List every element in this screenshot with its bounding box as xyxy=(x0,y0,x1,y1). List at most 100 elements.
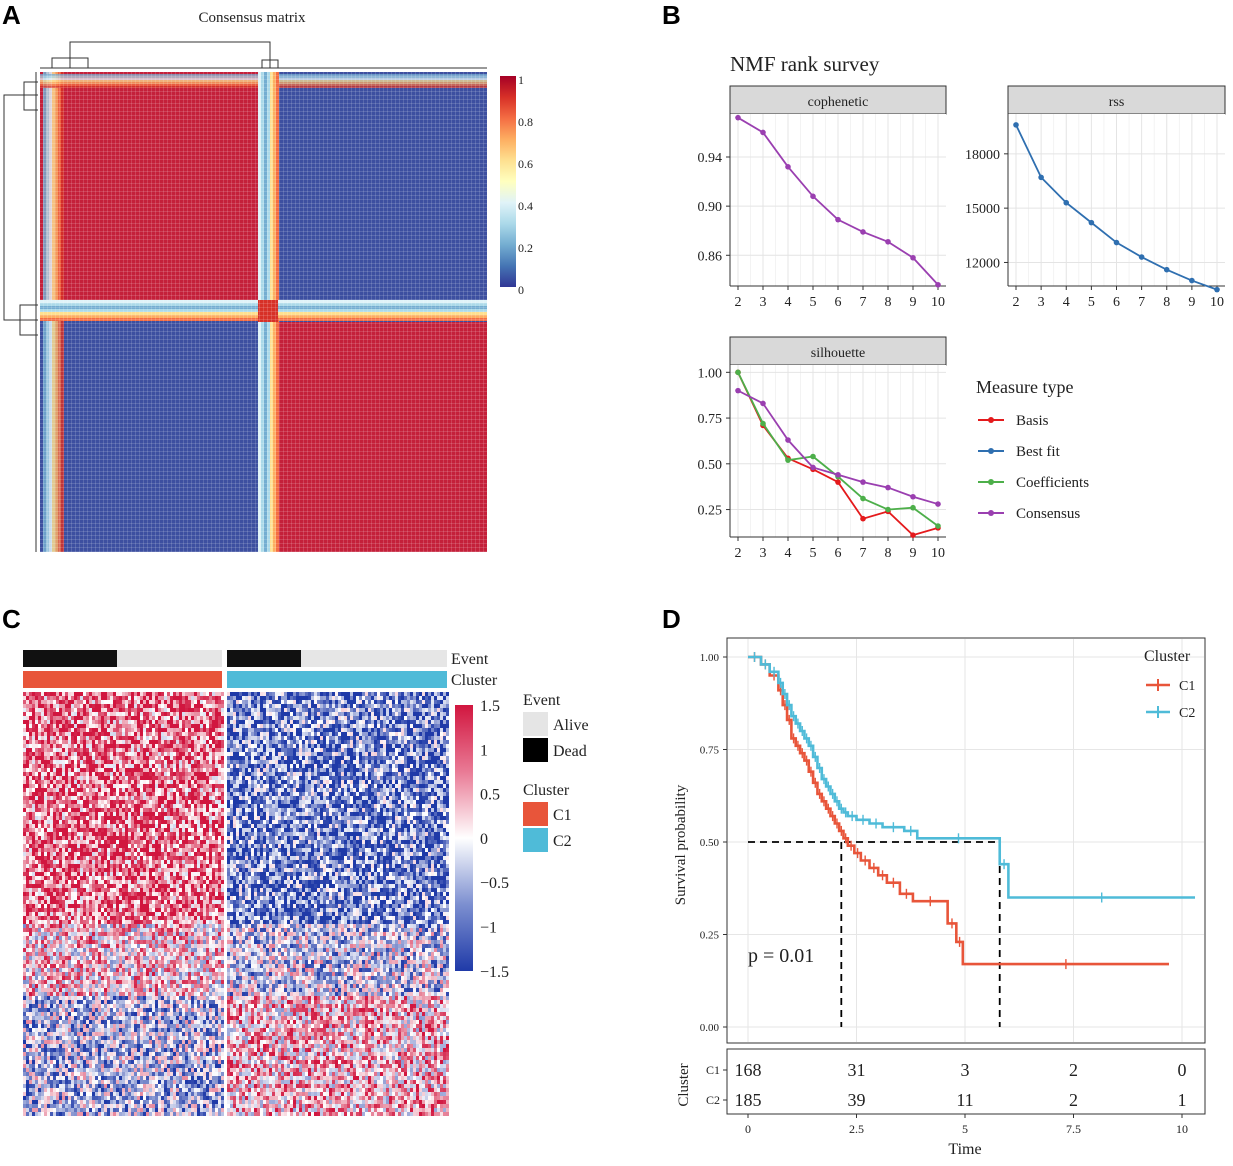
heatmap-cell xyxy=(74,760,77,764)
heatmap-cell xyxy=(95,768,98,772)
heatmap-cell xyxy=(158,856,161,860)
heatmap-cell xyxy=(47,912,50,916)
heatmap-cell xyxy=(128,864,131,868)
heatmap-cell xyxy=(185,856,188,860)
heatmap-cell xyxy=(158,832,161,836)
heatmap-cell xyxy=(71,868,74,872)
heatmap-cell xyxy=(143,812,146,816)
heatmap-cell xyxy=(77,972,80,976)
heatmap-cell xyxy=(197,812,200,816)
heatmap-cell xyxy=(23,920,26,924)
heatmap-cell xyxy=(92,920,95,924)
heatmap-cell xyxy=(101,856,104,860)
heatmap-cell xyxy=(143,700,146,704)
heatmap-cell xyxy=(80,912,83,916)
heatmap-cell xyxy=(89,940,92,944)
heatmap-cell xyxy=(59,904,62,908)
heatmap-cell xyxy=(77,880,80,884)
series-point xyxy=(935,281,941,288)
heatmap-cell xyxy=(146,748,149,752)
heatmap-cell xyxy=(77,912,80,916)
heatmap-cell xyxy=(95,792,98,796)
heatmap-cell xyxy=(146,900,149,904)
heatmap-cell xyxy=(200,780,203,784)
heatmap-cell xyxy=(62,920,65,924)
heatmap-cell xyxy=(161,956,164,960)
heatmap-cell xyxy=(221,768,224,772)
heatmap-cell xyxy=(68,916,71,920)
heatmap-cell xyxy=(185,864,188,868)
heatmap-cell xyxy=(23,896,26,900)
heatmap-cell xyxy=(110,880,113,884)
heatmap-cell xyxy=(119,888,122,892)
heatmap-cell xyxy=(182,704,185,708)
heatmap-cell xyxy=(215,960,218,964)
heatmap-cell xyxy=(98,752,101,756)
heatmap-cell xyxy=(89,880,92,884)
heatmap-cell xyxy=(194,932,197,936)
heatmap-cell xyxy=(38,840,41,844)
heatmap-cell xyxy=(23,752,26,756)
heatmap-cell xyxy=(173,884,176,888)
heatmap-cell xyxy=(59,944,62,948)
heatmap-cell xyxy=(29,828,32,832)
heatmap-cell xyxy=(23,952,26,956)
heatmap-cell xyxy=(116,924,119,928)
heatmap-cell xyxy=(206,696,209,700)
heatmap-cell xyxy=(182,748,185,752)
heatmap-cell xyxy=(194,952,197,956)
heatmap-cell xyxy=(47,860,50,864)
heatmap-cell xyxy=(56,756,59,760)
heatmap-cell xyxy=(212,728,215,732)
heatmap-cell xyxy=(50,952,53,956)
heatmap-cell xyxy=(71,768,74,772)
heatmap-cell xyxy=(131,700,134,704)
heatmap-cell xyxy=(59,752,62,756)
heatmap-cell xyxy=(158,756,161,760)
heatmap-cell xyxy=(218,732,221,736)
heatmap-cell xyxy=(26,716,29,720)
heatmap-cell xyxy=(158,732,161,736)
heatmap-cell xyxy=(149,860,152,864)
heatmap-cell xyxy=(221,792,224,796)
heatmap-cell xyxy=(131,908,134,912)
heatmap-cell xyxy=(179,696,182,700)
heatmap-cell xyxy=(206,860,209,864)
heatmap-cell xyxy=(200,936,203,940)
heatmap-cell xyxy=(89,732,92,736)
heatmap-cell xyxy=(101,876,104,880)
heatmap-cell xyxy=(140,928,143,932)
heatmap-cell xyxy=(206,708,209,712)
heatmap-cell xyxy=(179,832,182,836)
heatmap-cell xyxy=(32,888,35,892)
heatmap-cell xyxy=(164,948,167,952)
heatmap-cell xyxy=(116,944,119,948)
heatmap-cell xyxy=(119,884,122,888)
heatmap-cell xyxy=(209,704,212,708)
heatmap-cell xyxy=(125,764,128,768)
heatmap-cell xyxy=(53,952,56,956)
heatmap-cell xyxy=(95,972,98,976)
heatmap-cell xyxy=(215,744,218,748)
heatmap-cell xyxy=(110,720,113,724)
heatmap-cell xyxy=(119,804,122,808)
heatmap-cell xyxy=(104,884,107,888)
heatmap-cell xyxy=(47,932,50,936)
heatmap-cell xyxy=(41,912,44,916)
heatmap-cell xyxy=(68,816,71,820)
heatmap-cell xyxy=(149,844,152,848)
heatmap-cell xyxy=(155,840,158,844)
heatmap-cell xyxy=(125,756,128,760)
heatmap-cell xyxy=(197,964,200,968)
heatmap-cell xyxy=(143,776,146,780)
heatmap-cell xyxy=(23,956,26,960)
heatmap-cell xyxy=(80,924,83,928)
heatmap-cell xyxy=(101,796,104,800)
heatmap-cell xyxy=(197,908,200,912)
heatmap-cell xyxy=(47,968,50,972)
heatmap-cell xyxy=(53,820,56,824)
heatmap-cell xyxy=(161,880,164,884)
heatmap-cell xyxy=(41,872,44,876)
heatmap-cell xyxy=(128,728,131,732)
heatmap-cell xyxy=(170,820,173,824)
